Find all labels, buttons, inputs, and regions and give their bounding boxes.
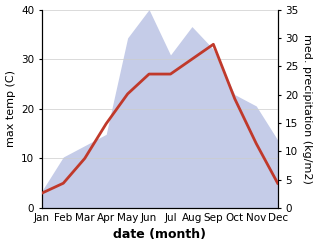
Y-axis label: med. precipitation (kg/m2): med. precipitation (kg/m2) <box>302 34 313 184</box>
X-axis label: date (month): date (month) <box>113 228 206 242</box>
Y-axis label: max temp (C): max temp (C) <box>5 70 16 147</box>
